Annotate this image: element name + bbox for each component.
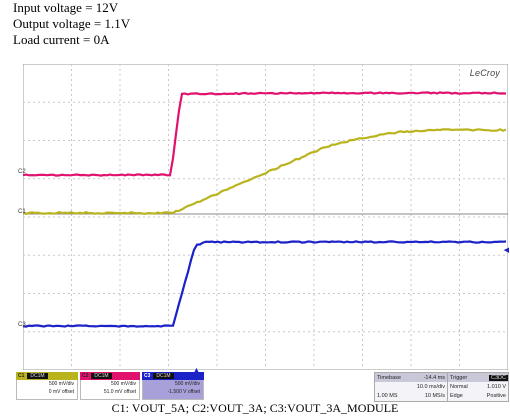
channel-offset: -1.500 V offset (143, 388, 200, 396)
timebase-delay: -14.4 ms (422, 375, 447, 381)
scope-brand-logo: LeCroy (470, 68, 500, 78)
timebase-label: Timebase (375, 375, 403, 381)
channel-id: C2 (82, 373, 88, 379)
oscilloscope-display: LeCroy C2 C1 C3 ◀ ▲ (23, 64, 508, 370)
channel-coupling: DC1M (27, 373, 47, 379)
c1-ground-marker: C1 (18, 209, 26, 215)
channel-scale: 500 mV/div (17, 380, 74, 388)
trigger-level: 1.010 V (485, 384, 508, 390)
channel-scale: 500 mV/div (81, 380, 136, 388)
trigger-box[interactable]: Trigger C3DC Normal 1.010 V Edge Positive (447, 372, 509, 402)
trigger-level-arrow-icon: ◀ (504, 246, 509, 254)
figure-caption: C1: VOUT_5A; C2:VOUT_3A; C3:VOUT_3A_MODU… (0, 401, 510, 416)
channel-coupling: DC1M (91, 373, 111, 379)
channel-offset: 51.0 mV offset (81, 388, 136, 396)
c2-ground-marker: C2 (18, 169, 26, 175)
channel-offset: 0 mV offset (17, 388, 74, 396)
channel-box-c3[interactable]: C3 DC1M 500 mV/div -1.500 V offset (142, 372, 204, 400)
waveform-plot (23, 64, 508, 370)
trigger-slope: Positive (485, 393, 508, 399)
load-current-note: Load current = 0A (13, 32, 110, 47)
channel-coupling: DC1M (153, 373, 173, 379)
trigger-mode: Normal (448, 384, 470, 390)
trigger-type: Edge (448, 393, 465, 399)
channel-box-c1[interactable]: C1 DC1M 500 mV/div 0 mV offset (16, 372, 78, 400)
channel-scale: 500 mV/div (143, 380, 200, 388)
channel-id: C3 (144, 373, 150, 379)
c3-ground-marker: C3 (18, 322, 26, 328)
timebase-per-div: 10.0 ms/div (415, 384, 447, 390)
channel-box-c2[interactable]: C2 DC1M 500 mV/div 51.0 mV offset (80, 372, 140, 400)
timebase-sample-count: 1.00 MS (375, 393, 399, 399)
output-voltage-note: Output voltage = 1.1V (13, 16, 130, 31)
timebase-sample-rate: 10 MS/s (423, 393, 447, 399)
channel-id: C1 (18, 373, 24, 379)
trigger-channel: C3DC (489, 375, 508, 381)
trigger-label: Trigger (448, 375, 469, 381)
input-voltage-note: Input voltage = 12V (13, 0, 118, 15)
timebase-box[interactable]: Timebase -14.4 ms 10.0 ms/div 1.00 MS 10 M… (374, 372, 448, 402)
